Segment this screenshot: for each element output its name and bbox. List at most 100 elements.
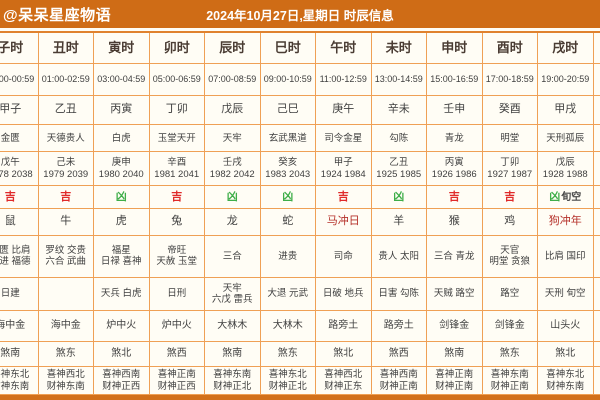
clash-years-cell: 辛酉 1981 2041	[149, 152, 205, 187]
inauspicious-gods-cell: 天贼 路空	[427, 277, 483, 312]
text-line: 日禄 喜神	[100, 256, 142, 268]
inauspicious-gods-cell: 日建	[0, 277, 39, 312]
nayin-element-cell: 山头火	[538, 311, 594, 343]
hour-column: 酉时 17:00-18:59 癸酉 明堂 丁卯 1927 1987 吉鸡天官 明堂 贪狼 路空剑…	[482, 33, 538, 395]
luck-cell: 凶	[260, 186, 316, 210]
sha-direction-cell: 煞南	[427, 342, 483, 368]
text-line: 丁卯	[500, 157, 520, 169]
clash-years-cell: 丙寅 1926 1986	[427, 152, 483, 187]
sha-direction-cell: 煞东	[38, 342, 94, 368]
auspicious-gods-cell: 比肩 国印	[538, 235, 594, 278]
duty-star-cell: 明堂	[482, 125, 538, 153]
luck-cell: 吉	[0, 186, 39, 210]
zodiac-cell	[593, 209, 600, 236]
clash-years-cell: 戊辰 1928 1988	[538, 152, 594, 187]
time-range-cell: 05:00-06:59	[149, 63, 205, 96]
text-line: 福星	[111, 244, 131, 256]
auspicious-gods-cell: 天官 明堂 贪狼	[482, 235, 538, 278]
auspicious-gods-cell: 贵人 太阳	[371, 235, 427, 278]
gods-direction-cell: 喜神西北 财神正东	[316, 367, 372, 395]
clash-years-cell: 甲子 1924 1984	[316, 152, 372, 187]
text-line: 大进 福德	[0, 256, 31, 268]
zodiac-label: 羊	[393, 215, 405, 228]
text-line: 喜神西南	[102, 369, 141, 381]
auspicious-gods-cell: 罗纹 交贵 六合 武曲	[38, 235, 94, 278]
clash-years-cell: 癸亥 1983 2043	[260, 152, 316, 187]
auspicious-gods-cell: 司命	[316, 235, 372, 278]
gods-direction-cell: 喜神西南 财神正南	[371, 367, 427, 395]
luck-mark: 凶	[393, 190, 405, 203]
text-line: 喜神西北	[324, 369, 363, 381]
hour-pillar-cell: 乙丑	[38, 95, 94, 126]
hour-column: 寅时 03:00-04:59 丙寅 白虎 庚申 1980 2040 凶虎福星 日禄 喜神 天兵 …	[94, 33, 150, 395]
gods-direction-cell	[593, 367, 600, 395]
duty-star-cell: 青龙	[427, 125, 483, 153]
hour-column: 丑时 01:00-02:59 乙丑 天德贵人 己未 1979 2039 吉牛罗纹 交贵 六合 …	[38, 33, 94, 395]
inauspicious-gods-cell: 日害 勾陈	[371, 277, 427, 312]
text-line: 天官	[500, 244, 520, 256]
hour-pillar-cell: 壬申	[427, 95, 483, 126]
luck-cell: 凶	[205, 186, 261, 210]
inauspicious-gods-cell: 日破 地兵	[316, 277, 372, 312]
text-line: 戊辰	[555, 157, 575, 169]
luck-cell: 吉	[482, 186, 538, 210]
luck-mark: 吉	[4, 190, 16, 203]
duty-star-cell: 玄武黑道	[260, 125, 316, 153]
luck-mark: 凶	[226, 190, 238, 203]
text-line: 财神东南	[46, 380, 85, 392]
text-line: 财神正西	[157, 380, 196, 392]
text-line: 三合 青龙	[433, 250, 475, 262]
sha-direction-cell: 煞北	[316, 342, 372, 368]
hour-column	[593, 33, 600, 395]
hour-pillar-cell: 丁卯	[149, 95, 205, 126]
text-line: 1978 2038	[0, 168, 33, 180]
hour-column: 卯时 05:00-06:59 丁卯 玉堂天开 辛酉 1981 2041 吉兔帝旺 天赦 玉堂日…	[149, 33, 205, 395]
table-bottom-border	[0, 395, 600, 400]
luck-cell: 凶	[371, 186, 427, 210]
hour-name-cell: 申时	[427, 33, 483, 64]
text-line: 大退 元武	[267, 288, 309, 300]
inauspicious-gods-cell: 天牢 六戊 雷兵	[205, 277, 261, 312]
text-line: 庚申	[111, 157, 131, 169]
clash-years-cell: 丁卯 1927 1987	[482, 152, 538, 187]
nayin-element-cell: 剑锋金	[427, 311, 483, 343]
luck-suffix: 旬空	[561, 191, 582, 203]
text-line: 日破 地兵	[322, 288, 364, 300]
text-line: 1928 1988	[542, 168, 588, 180]
hour-name-cell: 巳时	[260, 33, 316, 64]
text-line: 日刑	[167, 288, 187, 300]
auspicious-gods-cell: 帝旺 天赦 玉堂	[149, 235, 205, 278]
hour-pillar-cell: 甲子	[0, 95, 39, 126]
gods-direction-cell: 喜神东南 财神正南	[482, 367, 538, 395]
hour-info-table: 子时00:00-00:59甲子金匮戊午1978 2038吉鼠金匮 比肩大进 福德…	[0, 31, 600, 395]
text-line: 财神东南	[0, 380, 30, 392]
text-line: 天牢	[222, 282, 242, 294]
hour-name-cell: 辰时	[205, 33, 261, 64]
hour-column: 午时 11:00-12:59 庚午 司令金星 甲子 1924 1984 吉马冲日 司命 日破 地…	[316, 33, 372, 395]
duty-star-cell	[593, 125, 600, 153]
time-range-cell: 13:00-14:59	[371, 63, 427, 96]
auspicious-gods-cell: 三合 青龙	[427, 235, 483, 278]
text-line: 司命	[333, 250, 353, 262]
text-line: 财神正北	[213, 380, 252, 392]
zodiac-label: 虎	[115, 215, 127, 228]
zodiac-label: 蛇	[282, 215, 294, 228]
gods-direction-cell: 喜神东南 财神正北	[205, 367, 261, 395]
luck-mark: 吉	[337, 190, 349, 203]
text-line: 1924 1984	[320, 168, 366, 180]
text-line: 辛酉	[167, 157, 187, 169]
hour-column: 戌时 19:00-20:59 甲戌 天刑孤辰 戊辰 1928 1988 凶旬空 狗冲年 比肩 国…	[538, 33, 594, 395]
text-line: 进贵	[278, 250, 298, 262]
inauspicious-gods-cell	[593, 278, 600, 312]
zodiac-label: 鸡	[504, 215, 516, 228]
text-line: 路空	[500, 288, 520, 300]
gods-direction-cell: 喜神东北财神东南	[538, 367, 594, 395]
nayin-element-cell	[593, 311, 600, 343]
time-range-cell: 01:00-02:59	[38, 63, 94, 96]
sha-direction-cell: 煞北	[538, 342, 594, 368]
clash-years-cell: 己未 1979 2039	[38, 152, 94, 187]
text-line: 比肩 国印	[544, 250, 586, 262]
luck-cell	[593, 186, 600, 210]
text-line: 甲子	[333, 157, 353, 169]
